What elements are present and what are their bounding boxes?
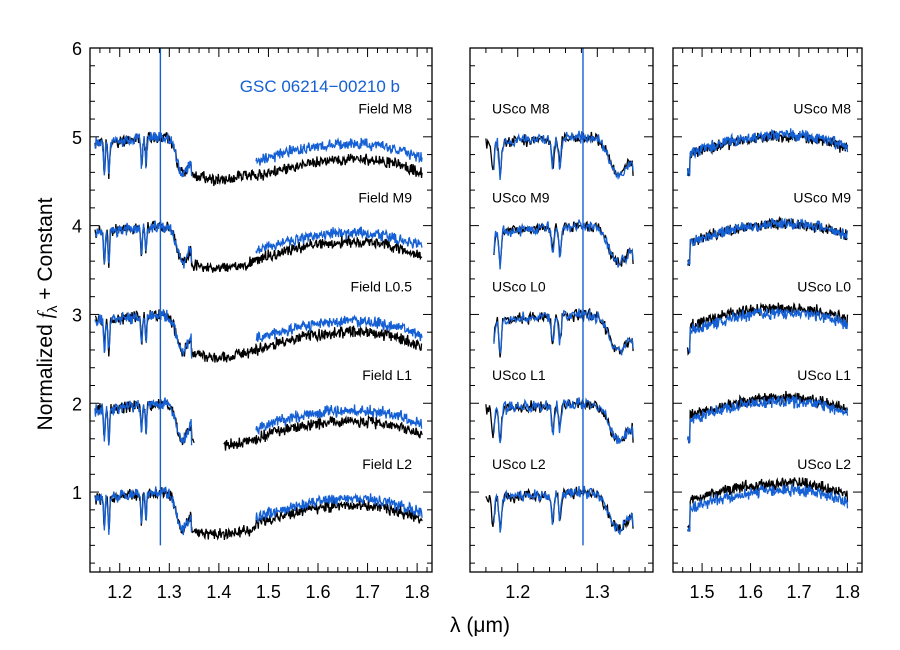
template-spectrum-middle-0-0 — [485, 131, 634, 179]
x-tick-label-right: 1.8 — [835, 582, 860, 602]
panel-left: Field M8 Field M9 Field L0.5 Field L1 Field … — [72, 39, 433, 602]
target-spectrum-left-3-0 — [94, 397, 193, 446]
template-spectrum-middle-3-0 — [485, 398, 634, 444]
template-label-left-3: Field L1 — [362, 367, 412, 383]
y-axis-title-suffix: + Constant — [34, 197, 57, 305]
y-tick-label: 2 — [72, 394, 82, 414]
template-label-middle-2: USco L0 — [492, 278, 546, 294]
template-spectrum-left-1-2 — [255, 235, 423, 265]
y-tick-label: 6 — [72, 39, 82, 59]
target-spectrum-left-0-1 — [255, 137, 423, 166]
template-label-middle-4: USco L2 — [492, 456, 546, 472]
frame-right — [672, 47, 863, 573]
panel-middle: USco M8 USco M9 USco L0 USco L1 USco L2 1.2 1.… — [469, 47, 654, 602]
x-tick-label-right: 1.7 — [786, 582, 811, 602]
template-spectrum-left-2-1 — [190, 343, 257, 363]
template-label-right-3: USco L1 — [797, 367, 851, 383]
x-tick-label-right: 1.6 — [738, 582, 763, 602]
plot-area-left — [94, 48, 423, 546]
x-tick-label-left: 1.6 — [305, 582, 330, 602]
target-spectrum-middle-2-0 — [493, 308, 634, 356]
template-spectrum-left-2-2 — [255, 325, 423, 356]
template-spectrum-left-0-1 — [191, 169, 257, 187]
frame-left — [89, 47, 433, 573]
y-tick-label: 5 — [72, 128, 82, 148]
template-label-right-2: USco L0 — [797, 278, 851, 294]
target-spectrum-left-4-0 — [94, 486, 193, 536]
y-axis-title-subscript: λ — [44, 306, 60, 313]
template-spectrum-left-4-2 — [255, 499, 423, 529]
target-spectrum-left-2-0 — [94, 309, 193, 359]
target-spectrum-left-4-1 — [255, 492, 423, 523]
frame-middle — [469, 47, 654, 573]
target-spectrum-right-1-0 — [686, 217, 849, 266]
panel-right: USco M8 USco M9 USco L0 USco L1 USco L2 1.5 1.… — [672, 47, 863, 602]
template-label-right-1: USco M9 — [793, 190, 851, 206]
target-spectrum-left-3-1 — [255, 404, 423, 435]
target-spectrum-middle-4-0 — [493, 485, 634, 535]
target-legend-label: GSC 06214−00210 b — [240, 77, 400, 96]
target-spectrum-left-2-1 — [255, 314, 423, 342]
x-tick-label-left: 1.5 — [256, 582, 281, 602]
x-tick-label-left: 1.4 — [206, 582, 231, 602]
template-label-right-4: USco L2 — [797, 456, 851, 472]
target-spectrum-left-0-0 — [94, 131, 193, 178]
target-spectrum-middle-3-0 — [493, 397, 634, 445]
x-tick-label-left: 1.2 — [107, 582, 132, 602]
x-axis-title: λ (μm) — [450, 614, 510, 637]
template-spectrum-left-3-1 — [223, 414, 423, 451]
template-spectrum-middle-4-0 — [485, 486, 634, 534]
target-spectrum-middle-0-0 — [493, 130, 634, 181]
y-axis-title-variable: f — [33, 309, 57, 318]
template-label-left-0: Field M8 — [358, 101, 412, 117]
y-tick-label: 1 — [72, 483, 82, 503]
template-label-middle-0: USco M8 — [492, 101, 550, 117]
x-tick-label-left: 1.7 — [355, 582, 380, 602]
template-spectrum-left-0-2 — [255, 153, 423, 181]
template-spectrum-middle-2-0 — [493, 308, 634, 358]
target-spectrum-right-4-0 — [686, 481, 849, 532]
y-tick-label: 4 — [72, 217, 82, 237]
plot-area-right — [686, 128, 849, 532]
x-tick-label-right: 1.5 — [690, 582, 715, 602]
template-label-right-0: USco M8 — [793, 101, 851, 117]
target-spectrum-right-2-0 — [687, 307, 849, 354]
template-label-middle-1: USco M9 — [492, 190, 550, 206]
template-label-left-1: Field M9 — [358, 190, 412, 206]
plot-area-middle — [485, 48, 634, 546]
template-label-left-2: Field L0.5 — [351, 278, 413, 294]
template-label-left-4: Field L2 — [362, 456, 412, 472]
template-label-middle-3: USco L1 — [492, 367, 546, 383]
x-tick-label-left: 1.3 — [157, 582, 182, 602]
template-spectrum-right-3-0 — [686, 390, 849, 444]
target-spectrum-left-1-0 — [94, 219, 193, 269]
x-tick-label-middle: 1.2 — [505, 582, 530, 602]
x-tick-label-left: 1.8 — [405, 582, 430, 602]
template-spectrum-left-4-1 — [190, 522, 257, 541]
template-spectrum-right-4-0 — [687, 477, 849, 532]
target-spectrum-left-1-1 — [255, 226, 423, 254]
target-spectrum-right-0-0 — [686, 128, 849, 176]
y-axis-title-prefix: Normalized — [34, 318, 57, 430]
x-tick-label-middle: 1.3 — [585, 582, 610, 602]
y-axis-title: Normalized fλ + Constant — [33, 197, 60, 430]
target-spectrum-middle-1-0 — [493, 219, 634, 270]
y-tick-label: 3 — [72, 305, 82, 325]
template-spectrum-left-1-1 — [190, 256, 257, 273]
target-spectrum-right-3-0 — [686, 395, 849, 445]
